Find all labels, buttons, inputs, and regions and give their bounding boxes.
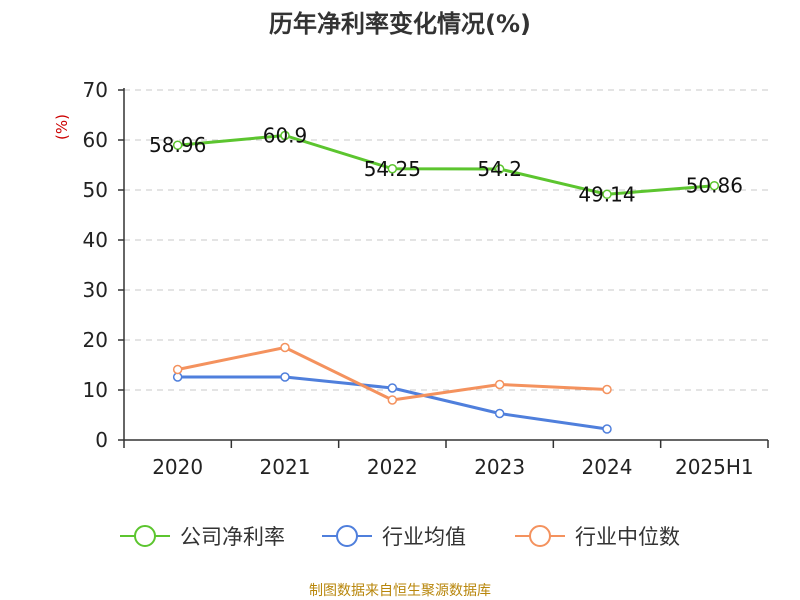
- data-point: [387, 164, 398, 174]
- y-tick-label: 70: [83, 78, 108, 102]
- x-tick-label: 2023: [474, 455, 525, 479]
- y-tick-label: 60: [83, 128, 108, 152]
- data-point: [602, 424, 612, 434]
- data-label: 50.86: [686, 174, 743, 198]
- x-ticks: 2020 2021 2022 2023 2024 2025H1: [123, 440, 769, 479]
- legend-marker: [336, 525, 358, 547]
- source-note: 制图数据来自恒生聚源数据库: [309, 583, 491, 599]
- y-tick-label: 0: [95, 428, 108, 452]
- data-point: [709, 180, 720, 191]
- data-label: 49.14: [578, 182, 635, 206]
- legend-marker: [134, 525, 156, 547]
- data-point: [494, 408, 505, 419]
- data-point: [280, 372, 290, 382]
- y-ticks: 0 10 20 30 40 50 60 70: [83, 78, 124, 452]
- data-point: [280, 130, 290, 141]
- y-tick-label: 20: [83, 328, 108, 352]
- x-tick-label: 2022: [367, 455, 418, 479]
- y-tick-label: 30: [83, 278, 108, 302]
- data-point: [387, 383, 398, 393]
- legend: 公司净利率 行业均值 行业中位数: [120, 525, 680, 549]
- y-tick-label: 40: [83, 228, 108, 252]
- legend-label: 行业中位数: [575, 525, 680, 549]
- data-point: [387, 395, 398, 405]
- series-layer: [172, 130, 720, 434]
- data-point: [602, 384, 612, 395]
- legend-marker: [529, 525, 551, 547]
- x-tick-label: 2020: [152, 455, 203, 479]
- y-tick-label: 10: [83, 378, 108, 402]
- chart-title: 历年净利率变化情况(%): [269, 10, 531, 38]
- x-tick-label: 2024: [582, 455, 633, 479]
- legend-label: 行业均值: [382, 525, 466, 549]
- data-point: [280, 342, 290, 353]
- data-label: 58.96: [149, 133, 206, 157]
- y-axis-label: (%): [53, 114, 71, 140]
- data-label: 54.25: [364, 157, 421, 181]
- data-point: [172, 364, 183, 375]
- data-label: 54.2: [477, 157, 522, 181]
- data-label: 60.9: [263, 124, 308, 148]
- data-point: [172, 140, 183, 150]
- data-point: [602, 189, 612, 200]
- x-tick-label: 2025H1: [675, 455, 754, 479]
- data-point: [494, 164, 505, 174]
- series-line: [176, 134, 716, 196]
- data-point: [494, 379, 505, 390]
- x-tick-label: 2021: [260, 455, 311, 479]
- y-tick-label: 50: [83, 178, 108, 202]
- gridlines: [124, 89, 768, 391]
- legend-label: 公司净利率: [180, 525, 285, 549]
- data-labels: 58.96 60.9 54.25 54.2 49.14 50.86: [149, 124, 743, 207]
